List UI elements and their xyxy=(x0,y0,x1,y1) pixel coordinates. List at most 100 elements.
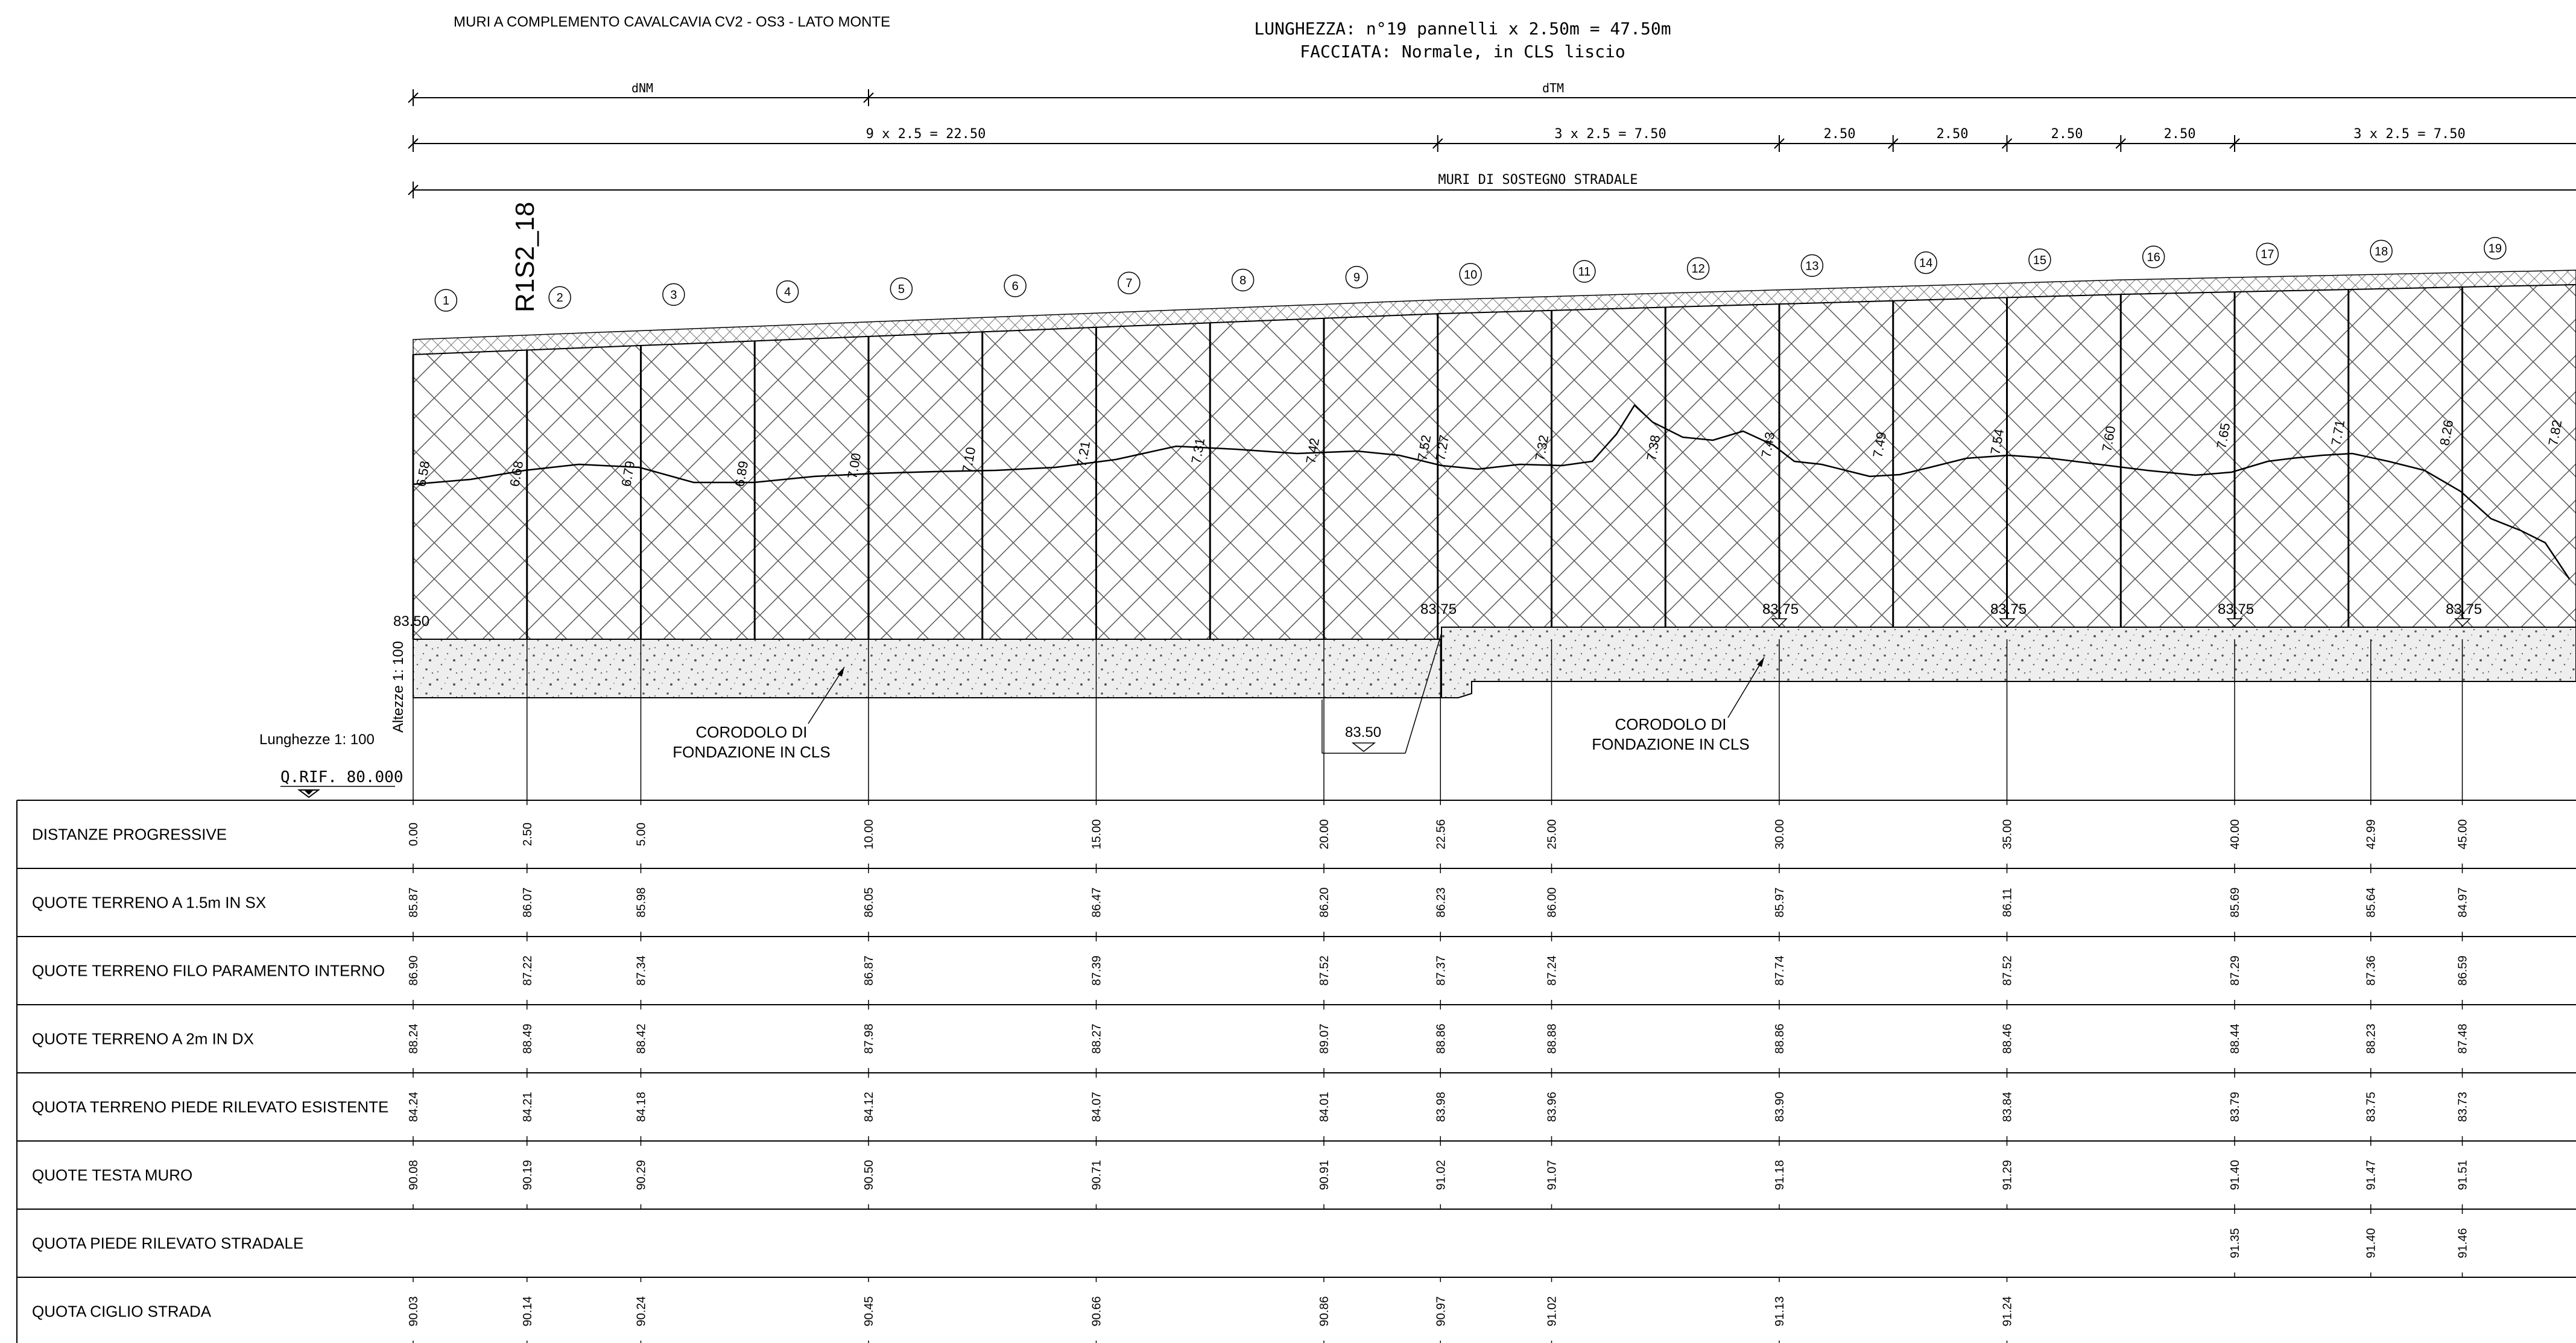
cell-value: 84.21 xyxy=(521,1092,534,1122)
dim-dnm: dNM xyxy=(631,81,653,95)
dim-seg-3: 2.50 xyxy=(1824,127,1856,142)
cell-value: 84.07 xyxy=(1090,1092,1104,1122)
panel-number: 18 xyxy=(2370,239,2393,263)
panel-number: 15 xyxy=(2028,248,2051,271)
cell-value: 91.47 xyxy=(2365,1160,2378,1190)
panel-number-text: 10 xyxy=(1464,268,1477,282)
panel-number-text: 14 xyxy=(1919,257,1932,270)
cell-value: 20.00 xyxy=(1318,819,1331,849)
dim-tick-slash xyxy=(408,185,419,195)
panel-number: 14 xyxy=(1914,251,1937,274)
cell-value: 88.24 xyxy=(407,1023,420,1054)
panel-number-text: 11 xyxy=(1578,265,1590,279)
cell-value: 86.00 xyxy=(1546,887,1559,917)
dim-seg-6: 2.50 xyxy=(2164,127,2196,142)
cell-value: 91.35 xyxy=(2229,1228,2242,1258)
panel-number-text: 7 xyxy=(1125,277,1132,290)
panel-number: 16 xyxy=(2142,245,2165,268)
cell-value: 85.87 xyxy=(407,887,420,917)
table-row: QUOTA PIEDE RILEVATO STRADALE 91.35 91.40 9… xyxy=(17,1209,2576,1278)
cell-value: 87.36 xyxy=(2365,955,2378,985)
cell-value: 86.05 xyxy=(862,887,876,917)
row-label: QUOTE TERRENO A 2m IN DX xyxy=(32,1030,254,1048)
dim-dtm: dTM xyxy=(1542,81,1564,95)
cell-value: 40.00 xyxy=(2229,819,2242,849)
cell-value: 30.00 xyxy=(1773,819,1786,849)
cell-value: 86.87 xyxy=(862,955,876,985)
table-row: QUOTE TERRENO A 1.5m IN SX 85.87 86.07 85.9… xyxy=(17,868,2576,937)
cell-value: 15.00 xyxy=(1090,819,1104,849)
table-row: QUOTE TERRENO FILO PARAMENTO INTERNO 86.9… xyxy=(17,937,2576,1005)
cell-value: 86.11 xyxy=(2001,888,2014,917)
dim-tick-slash xyxy=(408,92,419,103)
cell-value: 85.64 xyxy=(2365,887,2378,917)
table-row: QUOTA TERRENO PIEDE RILEVATO ESISTENTE 84… xyxy=(17,1073,2576,1142)
cell-value: 90.50 xyxy=(862,1160,876,1190)
cell-value: 45.00 xyxy=(2457,819,2470,849)
cell-value: 91.18 xyxy=(1773,1160,1786,1190)
table-row: QUOTE TESTA MURO 90.08 90.19 90.29 90.50 90.7… xyxy=(17,1141,2576,1210)
curb-label-2a: CORODOLO DI xyxy=(1615,715,1727,733)
dim-seg-4: 2.50 xyxy=(1937,127,1969,142)
dim-tick-slash xyxy=(408,138,419,149)
cell-value: 88.86 xyxy=(1434,1023,1448,1054)
section-label: R1S2_18 xyxy=(510,202,540,312)
cell-value: 87.37 xyxy=(1434,955,1448,985)
cell-value: 22.56 xyxy=(1434,819,1448,849)
cell-value: 85.98 xyxy=(635,887,648,917)
panel-number: 8 xyxy=(1231,268,1255,292)
cell-value: 91.02 xyxy=(1434,1160,1448,1190)
cell-value: 5.00 xyxy=(635,823,648,846)
row-label: QUOTE TERRENO FILO PARAMENTO INTERNO xyxy=(32,962,385,980)
station-droplines xyxy=(413,639,2463,800)
dim-tick-slash xyxy=(2229,138,2240,149)
elev-15: 83.75 xyxy=(1990,601,2027,618)
cell-value: 86.07 xyxy=(521,887,534,917)
cell-value: 90.29 xyxy=(635,1160,648,1190)
cell-value: 88.86 xyxy=(1773,1023,1786,1054)
cell-value: 87.74 xyxy=(1773,955,1786,985)
wall-elevation xyxy=(413,270,2576,698)
length-scale: Lunghezze 1: 100 xyxy=(259,732,375,748)
panel-number: 9 xyxy=(1345,265,1369,289)
cell-value: 2.50 xyxy=(521,823,534,846)
cell-value: 83.79 xyxy=(2229,1092,2242,1122)
panel-number: 10 xyxy=(1459,263,1482,286)
cell-value: 88.23 xyxy=(2365,1023,2378,1054)
panel-number-text: 19 xyxy=(2489,242,2502,256)
cell-value: 91.24 xyxy=(2001,1296,2014,1326)
cell-value: 90.08 xyxy=(407,1160,420,1190)
cell-value: 91.29 xyxy=(2001,1160,2014,1190)
cell-value: 0.00 xyxy=(407,823,420,846)
cell-value: 84.24 xyxy=(407,1092,420,1122)
elev-step: 83.50 xyxy=(1345,724,1381,741)
panel-number: 7 xyxy=(1118,271,1141,294)
dimension-lines xyxy=(413,97,2576,191)
dim-seg-5: 2.50 xyxy=(2051,127,2083,142)
table-row: QUOTA CIGLIO STRADA 90.03 90.14 90.24 90.45 9… xyxy=(32,1277,2014,1343)
panel-number-text: 12 xyxy=(1692,262,1705,276)
cell-value: 90.14 xyxy=(521,1296,534,1326)
dimension-ticks xyxy=(408,89,2240,198)
cell-value: 90.03 xyxy=(407,1296,420,1326)
panel-number-text: 15 xyxy=(2033,254,2046,267)
cell-value: 10.00 xyxy=(862,819,876,849)
cell-value: 87.39 xyxy=(1090,955,1104,985)
cell-value: 88.27 xyxy=(1090,1023,1104,1054)
panel-number-text: 2 xyxy=(557,291,563,305)
cell-value: 91.51 xyxy=(2457,1160,2470,1190)
cell-value: 90.71 xyxy=(1090,1160,1104,1190)
cell-value: 86.47 xyxy=(1090,887,1104,917)
cell-value: 86.90 xyxy=(407,955,420,985)
table-row: DISTANZE PROGRESSIVE 0.00 2.50 5.00 10.00 15.… xyxy=(17,800,2576,869)
panel-number-text: 4 xyxy=(784,286,791,299)
panel-number-text: 3 xyxy=(670,288,677,302)
cell-value: 88.88 xyxy=(1546,1023,1559,1054)
elev-10: 83.75 xyxy=(1420,601,1457,618)
row-label: DISTANZE PROGRESSIVE xyxy=(32,826,227,844)
cell-value: 83.98 xyxy=(1434,1092,1448,1122)
curb-label-1b: FONDAZIONE IN CLS xyxy=(672,743,830,761)
cell-value: 90.86 xyxy=(1318,1296,1331,1326)
cell-value: 90.24 xyxy=(635,1296,648,1326)
panel-number: 3 xyxy=(662,283,685,306)
